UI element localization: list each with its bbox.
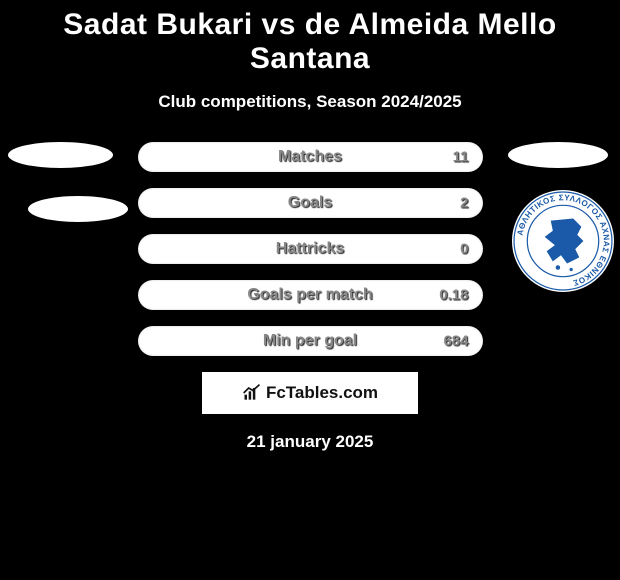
stat-label: Matches (278, 148, 342, 166)
left-badges (8, 142, 118, 222)
player2-club-logo: ΑΘΛΗΤΙΚΟΣ ΣΥΛΛΟΓΟΣ ΑΧΝΑΣ ΕΘΝΙΚΟΣ (512, 190, 614, 292)
stat-value: 684 (443, 333, 468, 350)
player1-club-badge (28, 196, 128, 222)
stat-row: Goals per match 0.18 (138, 280, 483, 310)
stat-row: Matches 11 (138, 142, 483, 172)
stat-label: Min per goal (263, 332, 357, 350)
date-text: 21 january 2025 (0, 432, 620, 452)
stat-value: 0.18 (439, 287, 468, 304)
stat-value: 0 (460, 241, 468, 258)
brand-text: FcTables.com (266, 383, 378, 403)
player1-badge (8, 142, 113, 168)
stat-label: Hattricks (276, 240, 344, 258)
stat-bars: Matches 11 Goals 2 Hattricks 0 Goals per… (138, 142, 483, 356)
brand-box: FcTables.com (202, 372, 418, 414)
stat-label: Goals (288, 194, 332, 212)
stat-value: 11 (453, 149, 469, 166)
stat-row: Hattricks 0 (138, 234, 483, 264)
player2-badge (508, 142, 608, 168)
subtitle: Club competitions, Season 2024/2025 (0, 92, 620, 112)
stat-row: Min per goal 684 (138, 326, 483, 356)
content-area: ΑΘΛΗΤΙΚΟΣ ΣΥΛΛΟΓΟΣ ΑΧΝΑΣ ΕΘΝΙΚΟΣ Matches… (0, 142, 620, 452)
stat-label: Goals per match (247, 286, 372, 304)
chart-icon (242, 383, 262, 403)
stat-row: Goals 2 (138, 188, 483, 218)
page-title: Sadat Bukari vs de Almeida Mello Santana (0, 0, 620, 76)
stat-value: 2 (460, 195, 468, 212)
